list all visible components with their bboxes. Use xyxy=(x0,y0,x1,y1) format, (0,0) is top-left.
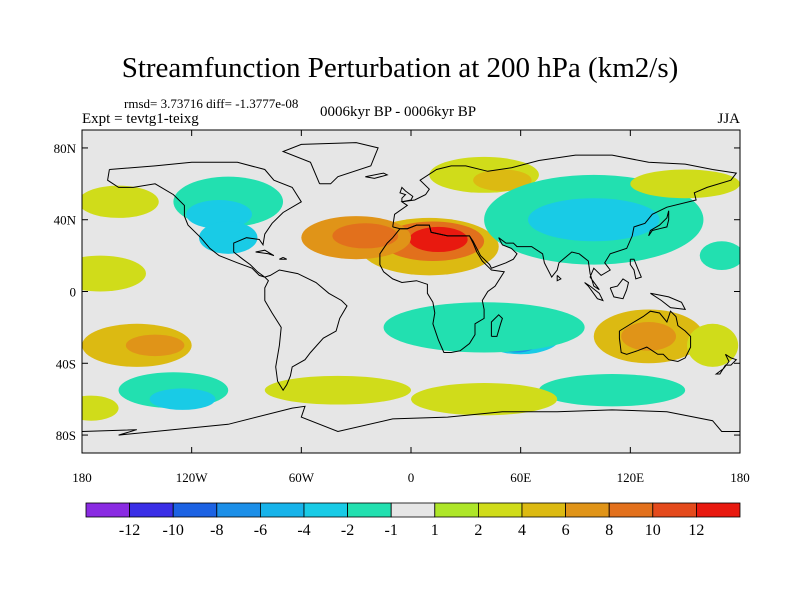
colorbar-swatch xyxy=(172,502,218,518)
lon-tick-label: 60W xyxy=(289,470,315,485)
contour-region xyxy=(82,185,159,218)
lon-tick-label: 60E xyxy=(510,470,531,485)
stats-text: rmsd= 3.73716 diff= -1.3777e-08 xyxy=(124,96,299,111)
coastline xyxy=(392,154,738,291)
colorbar-swatch xyxy=(608,502,654,518)
coastline xyxy=(255,249,275,257)
contour-region xyxy=(264,375,411,405)
coastline xyxy=(107,161,302,278)
coastline xyxy=(556,275,562,282)
colorbar-swatch xyxy=(652,502,697,518)
colorbar-label: -6 xyxy=(254,522,267,539)
coastline xyxy=(281,142,379,185)
colorbar-label: -10 xyxy=(163,522,184,539)
colorbar-label: -12 xyxy=(119,522,140,539)
lat-tick-label: 80S xyxy=(56,428,76,443)
coastline-layer xyxy=(82,142,740,436)
contour-region xyxy=(630,169,740,199)
coastline xyxy=(399,186,414,203)
coastline xyxy=(584,282,604,302)
colorbar-swatch xyxy=(565,502,610,518)
lat-tick-label: 0 xyxy=(70,285,77,300)
colorbar-label: -8 xyxy=(210,522,223,539)
colorbar-label: 1 xyxy=(431,522,439,539)
lat-tick-label: 80N xyxy=(54,141,77,156)
colorbar-label: 8 xyxy=(605,522,613,539)
contour-region xyxy=(125,334,185,357)
colorbar-swatch xyxy=(696,502,741,518)
lon-tick-label: 120W xyxy=(176,470,209,485)
season-label: JJA xyxy=(717,111,740,127)
coastline xyxy=(618,310,692,363)
colorbar-swatch xyxy=(434,502,479,518)
colorbar-label: -2 xyxy=(341,522,354,539)
coastline xyxy=(609,278,630,300)
contour-region xyxy=(383,302,585,353)
contour-region xyxy=(686,323,739,367)
colorbar-swatch xyxy=(477,502,523,518)
axis-ticks: 80N 40N 0 40S 80S 180 120W 60W 0 60E 120E 180 xyxy=(54,130,750,485)
lon-tick-label: 120E xyxy=(617,470,645,485)
contour-fill-layer xyxy=(82,156,740,421)
coastline xyxy=(490,314,503,337)
coastline xyxy=(365,172,389,179)
colorbar-label: 12 xyxy=(688,522,704,539)
contour-region xyxy=(332,223,399,249)
period-label: 0006kyr BP - 0006kyr BP xyxy=(320,104,477,120)
colorbar-label: -4 xyxy=(297,522,310,539)
lon-tick-label: 0 xyxy=(408,470,415,485)
plot-title: Streamfunction Perturbation at 200 hPa (… xyxy=(121,52,679,84)
contour-region xyxy=(473,169,532,192)
coastline xyxy=(264,269,348,392)
colorbar-swatch xyxy=(85,502,130,518)
contour-region xyxy=(411,383,558,416)
colorbar-label: -1 xyxy=(385,522,398,539)
colorbar: -12 -10 -8 -6 -4 -2 -1 1 2 4 6 8 10 12 xyxy=(85,502,741,539)
colorbar-label: 4 xyxy=(518,522,526,539)
colorbar-swatch xyxy=(390,502,436,518)
coastline xyxy=(648,210,670,237)
contour-region xyxy=(538,374,686,407)
coastline xyxy=(379,224,506,353)
colorbar-swatch xyxy=(303,502,348,518)
colorbar-swatch xyxy=(259,502,305,518)
coastline xyxy=(714,353,738,375)
lon-tick-label: 180 xyxy=(72,470,92,485)
colorbar-label: 6 xyxy=(562,522,570,539)
colorbar-swatch xyxy=(216,502,261,518)
contour-region xyxy=(82,255,146,292)
contour-region xyxy=(527,198,660,242)
contour-region xyxy=(82,395,119,421)
contour-region xyxy=(409,226,468,253)
lat-tick-label: 40S xyxy=(56,356,76,371)
lat-tick-label: 40N xyxy=(54,213,77,228)
colorbar-label: 10 xyxy=(645,522,661,539)
coastline xyxy=(279,256,287,260)
coastline xyxy=(82,405,740,436)
contour-region xyxy=(198,221,258,254)
contour-region xyxy=(699,241,740,270)
lon-tick-label: 180 xyxy=(730,470,750,485)
contour-region xyxy=(186,199,252,229)
coastline xyxy=(629,258,642,280)
colorbar-swatch xyxy=(347,502,392,518)
coastline xyxy=(650,292,687,311)
contour-region xyxy=(621,322,677,351)
colorbar-label: 2 xyxy=(474,522,482,539)
experiment-label: Expt = tevtg1-teixg xyxy=(82,111,199,127)
colorbar-swatch xyxy=(521,502,566,518)
contour-region xyxy=(228,246,338,337)
colorbar-swatch xyxy=(129,502,174,518)
contour-region xyxy=(149,388,216,410)
